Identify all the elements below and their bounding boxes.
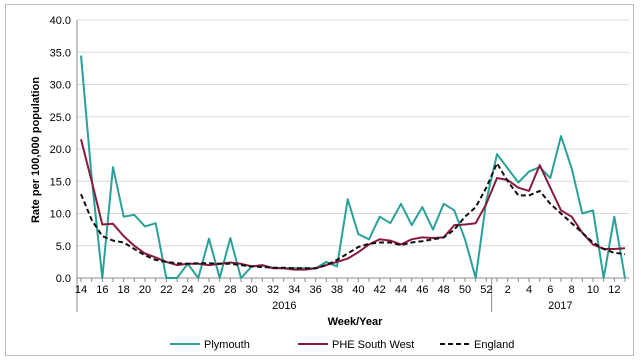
x-tick-label: 28 [224,284,236,296]
legend-label: England [474,339,514,351]
y-tick-label: 20.0 [50,144,71,156]
y-tick-label: 10.0 [50,209,71,221]
x-tick-label: 38 [331,284,343,296]
x-tick-label: 8 [569,284,575,296]
x-tick-label: 40 [352,284,364,296]
x-tick-label: 30 [246,284,258,296]
x-tick-label: 24 [182,284,194,296]
x-tick-label: 2 [505,284,511,296]
x-tick-label: 20 [139,284,151,296]
y-tick-label: 40.0 [50,15,71,27]
x-tick-label: 4 [526,284,532,296]
y-tick-label: 15.0 [50,176,71,188]
x-axis-title: Week/Year [328,316,384,328]
x-tick-label: 6 [547,284,553,296]
axes [76,20,629,312]
year-label: 2017 [548,300,572,312]
x-tick-label: 50 [459,284,471,296]
x-tick-label: 46 [416,284,428,296]
x-tick-label: 42 [374,284,386,296]
x-tick-label: 22 [160,284,172,296]
y-axis-title: Rate per 100,000 population [30,77,42,223]
series-line-plymouth [80,55,626,279]
x-tick-label: 44 [395,284,407,296]
x-tick-label: 26 [203,284,215,296]
x-tick-label: 48 [438,284,450,296]
x-tick-label: 12 [608,284,620,296]
x-tick-label: 14 [75,284,87,296]
x-tick-label: 36 [310,284,322,296]
y-tick-label: 30.0 [50,80,71,92]
y-tick-label: 35.0 [50,47,71,59]
chart-frame [5,4,634,356]
y-tick-label: 0.0 [56,273,71,285]
y-tick-label: 25.0 [50,112,71,124]
legend-label: Plymouth [204,339,250,351]
x-tick-label: 52 [480,284,492,296]
year-labels: 2016 2017 [272,300,572,312]
x-tick-label: 10 [587,284,599,296]
year-label: 2016 [272,300,296,312]
legend-label: PHE South West [332,339,414,351]
y-tick-label: 5.0 [56,241,71,253]
x-tick-label: 18 [118,284,130,296]
x-tick-label: 32 [267,284,279,296]
x-tick-label: 34 [288,284,300,296]
x-tick-labels: 14 16 18 20 22 24 26 28 30 32 34 36 38 40 42 44 46 48 50 52… [75,284,621,296]
x-tick-label: 16 [96,284,108,296]
series-lines [80,55,626,279]
series-line-england [80,162,626,270]
legend: Plymouth PHE South West England [170,339,514,351]
y-tick-labels: 0.0 5.0 10.0 15.0 20.0 25.0 30.0 35.0 40.0 [50,15,71,285]
